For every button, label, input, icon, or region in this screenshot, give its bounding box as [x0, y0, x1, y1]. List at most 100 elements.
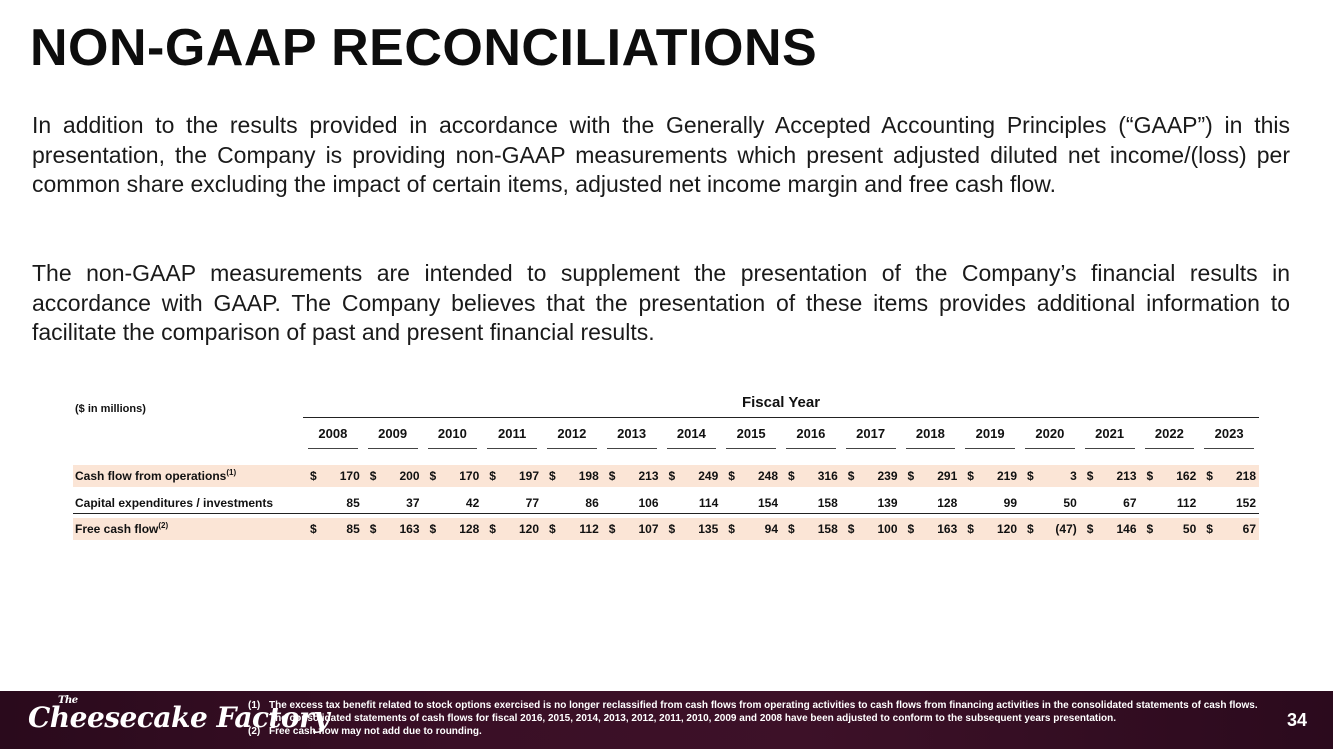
currency-symbol: $: [847, 469, 855, 483]
cell-value: 170: [339, 469, 360, 483]
table-cell: 99: [960, 492, 1020, 514]
cell-value: 120: [996, 522, 1017, 536]
table-cell: 37: [363, 492, 423, 514]
currency-symbol: $: [310, 469, 317, 483]
row-label: Cash flow from operations(1): [73, 469, 303, 484]
currency-symbol: $: [1086, 469, 1094, 483]
cell-value: 107: [638, 522, 659, 536]
footnote-2: (2) Free cash flow may not add due to ro…: [248, 725, 1268, 738]
table-cell: $249: [662, 465, 722, 487]
cell-value: 100: [877, 522, 898, 536]
table-cell: $198: [542, 465, 602, 487]
cell-value: 67: [1123, 496, 1137, 510]
footnote-1-number: (1): [248, 700, 261, 711]
cell-value: (47): [1055, 522, 1077, 536]
table-cell: $94: [721, 518, 781, 540]
table-cell: 128: [901, 492, 961, 514]
cell-value: 162: [1176, 469, 1197, 483]
table-cell: 152: [1199, 492, 1259, 514]
year-header-cell: 2009: [363, 426, 423, 449]
table-cell: $213: [1080, 465, 1140, 487]
cell-value: 170: [459, 469, 480, 483]
table-cell: 158: [781, 492, 841, 514]
table-cell: 112: [1140, 492, 1200, 514]
table-cell: $ (47): [1020, 518, 1080, 540]
cell-value: 77: [525, 496, 539, 510]
currency-symbol: $: [549, 469, 556, 483]
currency-symbol: $: [728, 469, 735, 483]
currency-symbol: $: [788, 522, 795, 536]
year-header-cell: 2014: [662, 426, 722, 449]
cell-value: 85: [346, 522, 360, 536]
table-cell: 50: [1020, 492, 1080, 514]
currency-symbol: $: [429, 522, 437, 536]
year-header-cell: 2011: [482, 426, 542, 449]
cell-value: 248: [757, 469, 778, 483]
cell-value: 163: [399, 522, 420, 536]
row-label-footnote-ref: (2): [158, 521, 169, 530]
cell-value: 86: [585, 496, 599, 510]
cell-value: 197: [518, 469, 539, 483]
cell-value: 213: [638, 469, 659, 483]
year-header-cell: 2010: [423, 426, 483, 449]
footnote-1-text: The excess tax benefit related to stock …: [269, 700, 1258, 724]
currency-symbol: $: [907, 522, 915, 536]
table-cell: 154: [721, 492, 781, 514]
currency-symbol: $: [1146, 522, 1154, 536]
year-header-cell: 2019: [960, 426, 1020, 449]
table-cell: $200: [363, 465, 423, 487]
currency-symbol: $: [668, 469, 676, 483]
currency-symbol: $: [489, 522, 496, 536]
cell-value: 120: [518, 522, 539, 536]
table-row-cash-flow-operations: Cash flow from operations(1) $170 $200 $170…: [73, 465, 1259, 487]
table-cell: 42: [423, 492, 483, 514]
row-label: Free cash flow(2): [73, 521, 303, 537]
footnote-1: (1) The excess tax benefit related to st…: [248, 699, 1268, 725]
cell-value: 158: [817, 496, 838, 510]
footnotes: (1) The excess tax benefit related to st…: [248, 699, 1268, 738]
cell-value: 135: [698, 522, 719, 536]
table-cell: $170: [423, 465, 483, 487]
purpose-paragraph: The non-GAAP measurements are intended t…: [32, 260, 1290, 345]
cell-value: 67: [1242, 522, 1256, 536]
cell-value: 154: [757, 496, 778, 510]
table-cell: $146: [1080, 518, 1140, 540]
year-header-row: 2008 2009 2010 2011 2012 2013 2014 2015 2016 2017…: [303, 426, 1259, 449]
table-cell: $67: [1199, 518, 1259, 540]
table-cell: $213: [602, 465, 662, 487]
currency-symbol: $: [967, 522, 974, 536]
page-number: 34: [1287, 710, 1308, 730]
total-separator-line: [73, 513, 1259, 514]
currency-symbol: $: [608, 469, 616, 483]
cell-value: 316: [817, 469, 838, 483]
table-cell: $291: [901, 465, 961, 487]
table-cell: $218: [1199, 465, 1259, 487]
table-cell: $3: [1020, 465, 1080, 487]
currency-symbol: $: [788, 469, 795, 483]
table-cell: $239: [841, 465, 901, 487]
table-cell: $158: [781, 518, 841, 540]
cell-value: 213: [1116, 469, 1137, 483]
cell-value: 128: [459, 522, 480, 536]
cell-value: 42: [465, 496, 480, 510]
table-cell: 106: [602, 492, 662, 514]
table-cell: $170: [303, 465, 363, 487]
year-header-cell: 2018: [901, 426, 961, 449]
logo-text: Cheesecake Factory: [28, 701, 330, 734]
cell-value: 50: [1182, 522, 1197, 536]
cell-value: 146: [1116, 522, 1137, 536]
year-header-cell: 2017: [841, 426, 901, 449]
footer-bar: The Cheesecake Factory (1) The excess ta…: [0, 691, 1333, 749]
currency-symbol: $: [668, 522, 676, 536]
cell-value: 152: [1235, 496, 1256, 510]
currency-symbol: $: [549, 522, 556, 536]
footnote-2-number: (2): [248, 726, 261, 737]
year-header-cell: 2020: [1020, 426, 1080, 449]
table-cell: $128: [423, 518, 483, 540]
table-cell: $100: [841, 518, 901, 540]
company-logo: The Cheesecake Factory: [28, 695, 330, 734]
footnote-2-text: Free cash flow may not add due to roundi…: [269, 726, 482, 737]
cell-value: 106: [638, 496, 659, 510]
currency-symbol: $: [1086, 522, 1094, 536]
year-header-cell: 2021: [1080, 426, 1140, 449]
